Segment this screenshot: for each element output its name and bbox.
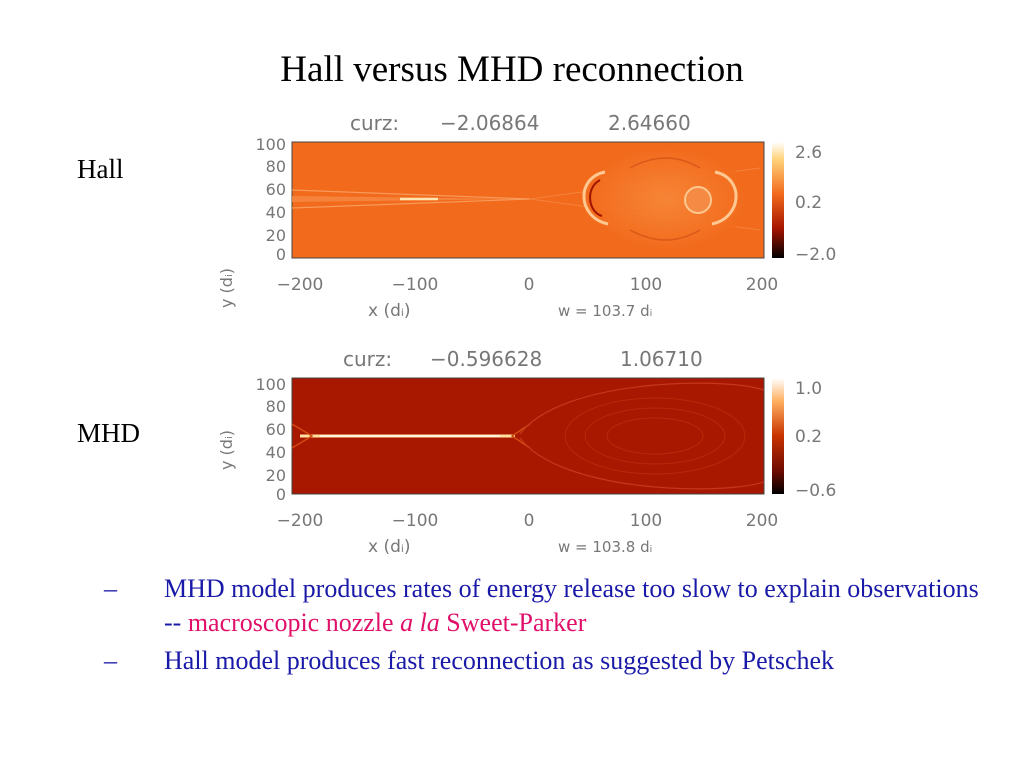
mhd-y-axis-label: y (dᵢ) bbox=[217, 430, 236, 470]
hall-x-tick: 200 bbox=[746, 275, 778, 295]
hall-colorbar bbox=[772, 142, 784, 258]
hall-x-tick: −200 bbox=[277, 275, 324, 295]
mhd-header-min: −0.596628 bbox=[430, 347, 542, 371]
mhd-x-tick: 0 bbox=[524, 511, 535, 531]
mhd-y-tick: 0 bbox=[276, 485, 286, 504]
mhd-field-image bbox=[291, 377, 765, 495]
hall-colorbar-tick: 2.6 bbox=[795, 143, 822, 163]
mhd-x-tick: 100 bbox=[630, 511, 662, 531]
hall-x-tick: −100 bbox=[392, 275, 439, 295]
hall-field-image bbox=[291, 141, 765, 259]
bullet-highlight: Sweet-Parker bbox=[439, 608, 587, 637]
bullet-dash: – bbox=[104, 574, 117, 603]
mhd-header-var: curz: bbox=[343, 347, 392, 371]
hall-x-axis-label: x (dᵢ) bbox=[368, 301, 411, 321]
hall-y-tick: 20 bbox=[266, 226, 286, 245]
bullet-text: MHD model produces rates of energy relea… bbox=[164, 574, 979, 637]
hall-y-axis-label: y (dᵢ) bbox=[217, 268, 236, 308]
mhd-colorbar-tick: −0.6 bbox=[795, 481, 836, 501]
bullet-text: Hall model produces fast reconnection as… bbox=[164, 646, 835, 675]
mhd-y-tick: 40 bbox=[266, 443, 286, 462]
hall-y-tick: 100 bbox=[255, 135, 286, 154]
hall-y-tick: 60 bbox=[266, 180, 286, 199]
mhd-colorbar-tick: 0.2 bbox=[795, 427, 822, 447]
hall-plot-figure: curz: −2.06864 2.64660 y (dᵢ) 100 80 60 … bbox=[217, 111, 836, 321]
mhd-colorbar bbox=[772, 378, 784, 494]
hall-colorbar-tick: −2.0 bbox=[795, 245, 836, 265]
mhd-x-tick: −100 bbox=[392, 511, 439, 531]
mhd-x-tick: −200 bbox=[277, 511, 324, 531]
hall-header-min: −2.06864 bbox=[440, 111, 539, 135]
mhd-header-max: 1.06710 bbox=[620, 347, 703, 371]
hall-header-var: curz: bbox=[350, 111, 399, 135]
mhd-y-tick: 20 bbox=[266, 466, 286, 485]
hall-width-note: w = 103.7 dᵢ bbox=[558, 302, 652, 320]
hall-y-tick: 80 bbox=[266, 157, 286, 176]
bullet-item-hall: – Hall model produces fast reconnection … bbox=[100, 644, 980, 678]
hall-colorbar-tick: 0.2 bbox=[795, 193, 822, 213]
mhd-colorbar-tick: 1.0 bbox=[795, 379, 822, 399]
mhd-x-tick: 200 bbox=[746, 511, 778, 531]
hall-row-label: Hall bbox=[77, 154, 124, 184]
slide-title: Hall versus MHD reconnection bbox=[280, 49, 744, 90]
mhd-plot-figure: curz: −0.596628 1.06710 y (dᵢ) 100 80 60… bbox=[217, 347, 836, 557]
bullet-item-mhd: – MHD model produces rates of energy rel… bbox=[100, 572, 980, 640]
bullet-highlight: macroscopic nozzle bbox=[187, 608, 401, 637]
hall-x-tick: 100 bbox=[630, 275, 662, 295]
mhd-plot: curz: −0.596628 1.06710 y (dᵢ) 100 80 60… bbox=[200, 340, 860, 560]
hall-plot: curz: −2.06864 2.64660 y (dᵢ) 100 80 60 … bbox=[200, 108, 860, 324]
mhd-y-tick: 60 bbox=[266, 420, 286, 439]
mhd-x-axis-label: x (dᵢ) bbox=[368, 537, 411, 557]
bullet-list: – MHD model produces rates of energy rel… bbox=[100, 572, 980, 682]
mhd-y-tick: 100 bbox=[255, 375, 286, 394]
hall-header-max: 2.64660 bbox=[608, 111, 691, 135]
mhd-y-tick: 80 bbox=[266, 397, 286, 416]
mhd-width-note: w = 103.8 dᵢ bbox=[558, 538, 652, 556]
hall-y-tick: 0 bbox=[276, 245, 286, 264]
hall-y-tick: 40 bbox=[266, 203, 286, 222]
mhd-row-label: MHD bbox=[77, 418, 141, 448]
hall-x-tick: 0 bbox=[524, 275, 535, 295]
bullet-highlight-italic: a la bbox=[400, 608, 440, 637]
bullet-dash: – bbox=[104, 646, 117, 675]
